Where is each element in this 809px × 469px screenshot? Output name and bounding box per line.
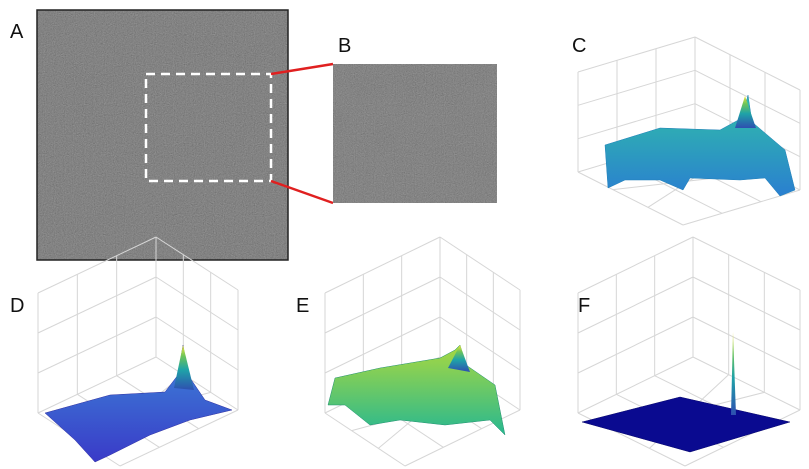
surface-c — [605, 95, 795, 196]
frame-line — [325, 277, 440, 333]
panel-label: B — [338, 35, 351, 57]
panel-label: E — [296, 295, 309, 317]
frame-line — [325, 237, 440, 293]
frame-line — [440, 237, 520, 290]
panel-label: C — [572, 35, 586, 57]
frame-line — [578, 317, 693, 373]
image-a — [37, 10, 288, 260]
frame-line — [156, 317, 238, 370]
frame-line — [38, 317, 156, 373]
page: {"panels": [{"label": "A"}, {"label": "B… — [0, 0, 809, 469]
frame-line — [578, 237, 693, 293]
frame-line — [693, 237, 800, 290]
frame-line — [693, 277, 800, 330]
frame-line — [440, 277, 520, 330]
frame-line — [38, 277, 156, 333]
panel-label: A — [10, 21, 24, 43]
figure: A B C D E F — [0, 0, 809, 469]
image-b — [333, 64, 497, 203]
frame-line — [695, 37, 800, 90]
frame-line — [578, 70, 695, 105]
frame-line — [578, 277, 693, 333]
frame-line — [578, 37, 695, 72]
frame-line — [156, 277, 238, 330]
surface-d — [45, 345, 232, 462]
panel-label: D — [10, 295, 24, 317]
panel-label: F — [578, 295, 590, 317]
frame-line — [693, 317, 800, 370]
